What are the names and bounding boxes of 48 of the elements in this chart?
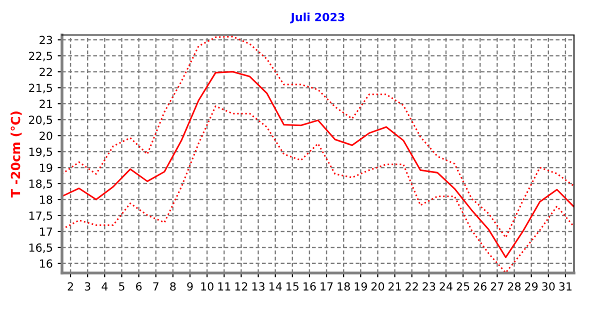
chart-title: Juli 2023 <box>290 12 344 24</box>
x-tick-label: 21 <box>388 282 401 290</box>
x-tick-label: 13 <box>252 282 264 291</box>
x-tick-label: 30 <box>542 282 555 291</box>
x-tick-label: 12 <box>235 282 248 290</box>
x-tick-label: 8 <box>170 282 176 291</box>
x-tick-label: 25 <box>456 282 470 291</box>
x-tick-label: 22 <box>406 282 418 290</box>
y-tick-label: 17 <box>40 228 52 236</box>
x-tick-label: 31 <box>559 282 572 291</box>
x-tick-label: 15 <box>286 282 298 291</box>
y-tick-label: 22 <box>40 68 52 76</box>
x-tick-label: 3 <box>84 282 90 291</box>
line-series <box>62 70 574 258</box>
x-tick-label: 14 <box>269 282 282 290</box>
x-tick-label: 17 <box>320 282 333 290</box>
x-tick-label: 4 <box>102 282 108 290</box>
x-tick-label: 20 <box>371 282 384 291</box>
x-tick-label: 26 <box>474 282 487 291</box>
y-tick-label: 16,5 <box>29 243 52 253</box>
y-axis-title: T -20cm (°C) <box>10 112 22 198</box>
y-tick-label: 21 <box>40 100 52 108</box>
x-tick-label: 6 <box>136 282 142 291</box>
x-tick-label: 7 <box>153 282 158 290</box>
y-tick-label: 21,5 <box>29 84 52 94</box>
x-tick-label: 19 <box>354 282 367 291</box>
x-tick-label: 28 <box>508 282 521 291</box>
y-tick-label: 19,5 <box>29 148 52 158</box>
y-tick-label: 19 <box>40 164 52 172</box>
y-tick-label: 18 <box>40 196 52 204</box>
x-tick-label: 29 <box>525 282 538 291</box>
y-tick-label: 20,5 <box>29 116 52 126</box>
x-tick-label: 10 <box>201 282 214 291</box>
y-tick-label: 23 <box>40 36 52 44</box>
y-tick-label: 22,5 <box>29 52 52 62</box>
y-tick-label: 18,5 <box>29 180 52 190</box>
x-tick-label: 27 <box>490 282 504 290</box>
x-tick-label: 5 <box>119 282 124 291</box>
y-tick-label: 16 <box>40 259 52 268</box>
x-tick-label: 11 <box>218 282 230 290</box>
x-tick-label: 23 <box>422 282 436 291</box>
x-tick-label: 2 <box>68 282 73 290</box>
y-tick-label: 17,5 <box>29 212 52 222</box>
x-tick-label: 24 <box>440 282 452 290</box>
x-tick-label: 9 <box>187 282 193 291</box>
x-tick-label: 18 <box>338 282 350 291</box>
y-tick-label: 20 <box>40 132 52 140</box>
x-tick-label: 16 <box>304 282 316 291</box>
